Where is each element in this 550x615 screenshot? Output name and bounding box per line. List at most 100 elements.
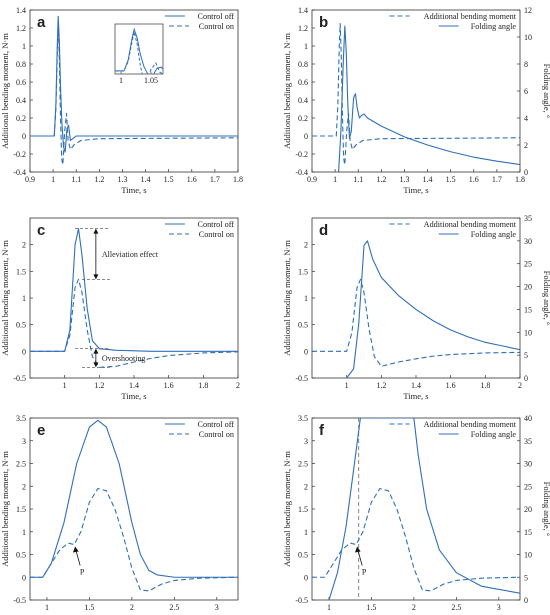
plot-frame — [29, 9, 239, 173]
y-tick-label: 0.6 — [16, 78, 26, 87]
x-tick-label: 1.5 — [84, 603, 94, 612]
y-tick-label: 0.2 — [298, 114, 308, 123]
y-tick-label: 0 — [304, 347, 308, 356]
x-tick-label: 3 — [215, 603, 219, 612]
y-tick-label: 0 — [22, 347, 26, 356]
y-tick-label: 3.5 — [298, 414, 308, 423]
y2-tick-label: 5 — [524, 573, 528, 582]
series-group — [312, 418, 520, 600]
y2-tick-label: 15 — [524, 305, 532, 314]
legend-label: Control on — [199, 230, 234, 239]
y-axis-label: Additional bending moment, N·m — [0, 240, 10, 356]
x-tick-label: 1 — [333, 175, 337, 184]
chart-panel-c: 1 1.2 1.4 1.6 1.8 2 -0.5 0 0.5 1 1.5 2 Time, s Additi… — [0, 217, 240, 401]
y-tick-label: 2.5 — [16, 460, 26, 469]
plot-frame — [311, 9, 521, 173]
y-axis-label: Additional bending moment, N·m — [0, 33, 10, 149]
annotation-arrowhead — [93, 362, 99, 368]
y-tick-label: 1 — [304, 528, 308, 537]
chart-panel-b: 0.9 1 1.1 1.2 1.3 1.4 1.5 1.6 1.7 1.8 -0.4 -0.2 0 0.2… — [282, 6, 550, 195]
x-axis-label: Time, s — [403, 391, 428, 401]
legend-label: Additional bending moment — [424, 420, 517, 429]
series-group — [30, 228, 238, 368]
y-tick-label: -0.4 — [13, 168, 26, 177]
y-tick-label: 0 — [304, 573, 308, 582]
y-tick-label: 2 — [22, 482, 26, 491]
y-tick-label: -0.4 — [295, 168, 308, 177]
y2-tick-label: 10 — [524, 328, 532, 337]
panel-label: e — [37, 422, 45, 439]
chart-panel-f: 1 1.5 2 2.5 3 -0.5 0 0.5 1 1.5 2 2.5 3 3.5 0 5 10 15 20 25 3… — [282, 414, 550, 615]
series-group — [312, 22, 520, 172]
series-line-folding-angle — [328, 418, 520, 600]
series-group — [30, 419, 238, 592]
y2-tick-label: 15 — [524, 528, 532, 537]
x-tick-label: 1.3 — [117, 175, 127, 184]
y-tick-label: 1.5 — [298, 505, 308, 514]
y-tick-label: -0.2 — [295, 150, 308, 159]
x-tick-label: 1.7 — [210, 175, 220, 184]
y-tick-label: 0.4 — [16, 96, 26, 105]
y-axis-label: Additional bending moment, N·m — [282, 33, 292, 149]
y-tick-label: 2 — [304, 241, 308, 250]
x-tick-label: 1 — [45, 603, 49, 612]
annotation-label: Alleviation effect — [102, 250, 159, 259]
x-axis-label: Time, s — [121, 613, 146, 615]
y-tick-label: 2 — [304, 482, 308, 491]
x-tick-label: 1.5 — [164, 175, 174, 184]
y2-tick-label: 25 — [524, 482, 532, 491]
legend-label: Folding angle — [471, 430, 517, 439]
panel-label: b — [319, 14, 328, 31]
series-line-control-on — [30, 487, 238, 592]
annotation-overshooting: Overshooting — [75, 348, 145, 368]
y2-tick-label: 10 — [524, 551, 532, 560]
annotation-label: P — [80, 567, 85, 576]
y-tick-label: 1 — [304, 294, 308, 303]
legend-label: Control off — [198, 12, 235, 21]
x-tick-label: 1.3 — [399, 175, 409, 184]
y-tick-label: 1 — [22, 294, 26, 303]
annotation-arrowhead — [93, 228, 99, 234]
annotation-label: P — [362, 567, 367, 576]
x-tick-label: 2 — [236, 381, 240, 390]
chart-panel-d: 1 1.2 1.4 1.6 1.8 2-0.500.511.520510152025303… — [282, 214, 550, 401]
plot-frame — [311, 217, 521, 379]
y-tick-label: -0.5 — [295, 374, 308, 383]
y2-tick-label: 0 — [524, 374, 528, 383]
legend-label: Additional bending moment — [424, 12, 517, 21]
x-tick-label: 1.6 — [164, 381, 174, 390]
y-tick-label: 1 — [304, 42, 308, 51]
y-tick-label: 1.4 — [298, 6, 308, 15]
x-tick-label: 1.1 — [353, 175, 363, 184]
y-tick-label: 0.5 — [298, 321, 308, 330]
x-tick-label: 1.1 — [71, 175, 81, 184]
y2-axis-label: Folding angle, ° — [542, 64, 550, 119]
y-tick-label: 0.5 — [16, 321, 26, 330]
series-group — [312, 240, 520, 378]
x-tick-label: 1.6 — [187, 175, 197, 184]
x-tick-label: 2 — [518, 381, 522, 390]
y-tick-label: 1.2 — [16, 24, 26, 33]
y-axis-label: Additional bending moment, N·m — [282, 451, 292, 567]
y-tick-label: 3.5 — [16, 414, 26, 423]
y2-tick-label: 12 — [524, 6, 532, 15]
series-line-folding-angle — [346, 240, 520, 378]
x-tick-label: 1.8 — [515, 175, 525, 184]
y-tick-label: -0.5 — [13, 374, 26, 383]
y2-tick-label: 2 — [524, 141, 528, 150]
x-tick-label: 1.2 — [376, 175, 386, 184]
x-tick-label: 1.4 — [423, 175, 433, 184]
annotation-arrowhead — [72, 546, 79, 553]
legend-label: Folding angle — [471, 22, 517, 31]
y-tick-label: 0.2 — [16, 114, 26, 123]
series-line-folding-angle — [338, 25, 520, 172]
x-tick-label: 0.9 — [307, 175, 317, 184]
y-tick-label: 1.5 — [298, 267, 308, 276]
x-axis-label: Time, s — [121, 185, 146, 195]
y-tick-label: 0.5 — [298, 551, 308, 560]
y-tick-label: -0.5 — [295, 596, 308, 605]
y-tick-label: 1 — [22, 42, 26, 51]
y2-tick-label: 30 — [524, 460, 532, 469]
y2-tick-label: 20 — [524, 505, 532, 514]
